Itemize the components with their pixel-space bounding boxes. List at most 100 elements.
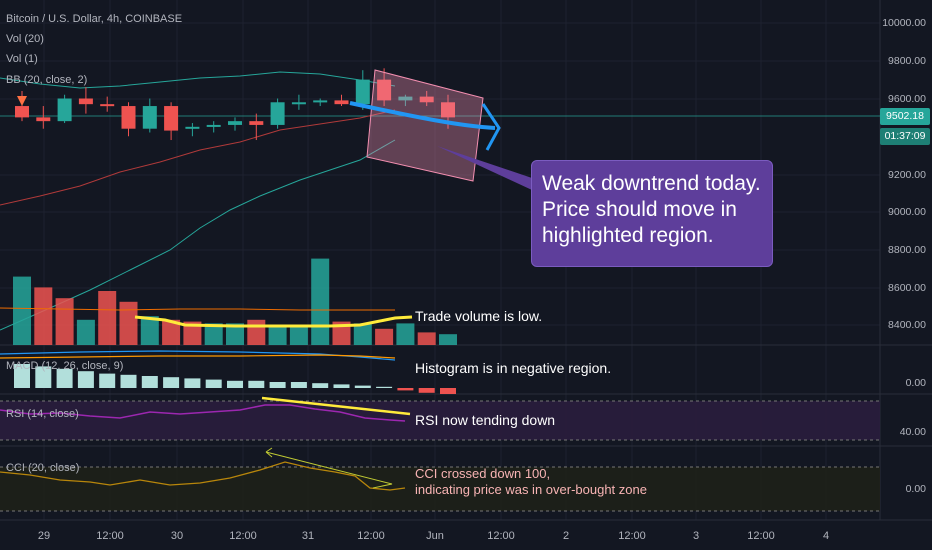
- callout-pointer: [437, 146, 532, 190]
- forecast-callout[interactable]: Weak downtrend today. Price should move …: [531, 160, 773, 267]
- cci-note-line1[interactable]: CCI crossed down 100,: [415, 466, 551, 481]
- price-axis-label: 8600.00: [888, 282, 926, 294]
- bb-upper: [0, 71, 396, 89]
- rsi-pane: [0, 400, 880, 441]
- candle-body: [419, 96, 434, 103]
- macd-note[interactable]: Histogram is in negative region.: [415, 360, 612, 376]
- time-axis-label: 2: [562, 530, 570, 542]
- rsi-trend-line: [261, 396, 411, 416]
- macd-bar: [354, 385, 371, 388]
- volume-bar: [332, 321, 351, 345]
- candle-body: [185, 126, 200, 129]
- macd-bar: [99, 373, 116, 388]
- time-axis-label: 4: [822, 530, 830, 542]
- macd-bar: [227, 380, 243, 388]
- price-axis-label: 9000.00: [888, 206, 926, 218]
- candles: [15, 68, 455, 141]
- time-axis-label: 12:00: [357, 530, 385, 542]
- volume-bar: [119, 301, 138, 345]
- time-axis-label: 12:00: [229, 530, 257, 542]
- volume-bar: [417, 332, 436, 345]
- macd-bar: [184, 378, 201, 388]
- candle-body: [121, 106, 136, 129]
- vol1-legend[interactable]: Vol (1): [6, 53, 38, 65]
- time-axis-label: 31: [301, 530, 315, 542]
- cci-line: [0, 461, 406, 491]
- candle-body: [36, 117, 51, 122]
- volume-bar: [289, 325, 308, 345]
- rsi-band: [0, 401, 880, 440]
- price-axis-label: 9800.00: [888, 55, 926, 67]
- price-axis-label: 9600.00: [888, 93, 926, 105]
- callout-line: Weak downtrend today.: [542, 172, 761, 195]
- time-axis-label: 3: [692, 530, 700, 542]
- macd-bar: [418, 388, 435, 393]
- bollinger-bands: [0, 71, 396, 331]
- candle-body: [398, 96, 413, 101]
- bb-lower: [0, 139, 396, 331]
- candle-body: [377, 79, 392, 101]
- macd-bar: [248, 380, 265, 388]
- volume-bar: [353, 323, 372, 345]
- macd-bar: [376, 386, 393, 388]
- volume-bar: [140, 316, 159, 345]
- vol-highlight-line: [134, 315, 413, 328]
- volume-bar: [98, 291, 117, 345]
- pane-separators: [0, 0, 932, 521]
- volume-bar: [55, 298, 74, 345]
- bb-legend[interactable]: BB (20, close, 2): [6, 74, 88, 86]
- signal-line: [0, 354, 396, 359]
- forecast-arrow-head: [481, 103, 501, 151]
- rsi-note[interactable]: RSI now tending down: [415, 412, 556, 428]
- candle-body: [334, 100, 349, 105]
- cci-pane: [0, 461, 880, 512]
- macd-bar: [35, 366, 52, 388]
- candle-body: [164, 106, 179, 131]
- candle-body: [355, 79, 370, 105]
- volume-bar: [439, 334, 457, 345]
- time-axis-label: 12:00: [747, 530, 775, 542]
- volume-bar: [311, 258, 330, 345]
- candle-body: [100, 104, 115, 107]
- volume-bar: [268, 327, 287, 345]
- price-axis-label: 9200.00: [888, 169, 926, 181]
- candle-body: [78, 98, 93, 105]
- countdown-badge: 01:37:09: [880, 128, 930, 145]
- macd-legend[interactable]: MACD (12, 26, close, 9): [6, 360, 124, 372]
- volume-bar: [76, 319, 95, 345]
- vol-ma-line: [0, 307, 395, 311]
- volume-note[interactable]: Trade volume is low.: [415, 308, 543, 324]
- price-axis-label: 8800.00: [888, 244, 926, 256]
- time-axis-label: Jun: [426, 530, 444, 542]
- volume-bar: [247, 319, 266, 345]
- candle-body: [291, 102, 306, 105]
- candle-body: [57, 98, 72, 122]
- price-axis-label: 8400.00: [888, 319, 926, 331]
- macd-bar: [205, 379, 222, 388]
- volume-bar: [396, 323, 415, 345]
- vol20-legend[interactable]: Vol (20): [6, 33, 44, 45]
- macd-bar: [56, 368, 73, 388]
- candle-body: [206, 124, 221, 127]
- volume-bar: [375, 328, 394, 345]
- macd-bar: [120, 374, 137, 388]
- cci-legend[interactable]: CCI (20, close): [6, 462, 80, 474]
- macd-bar: [77, 371, 94, 388]
- time-axis-label: 12:00: [96, 530, 124, 542]
- rsi-line: [0, 404, 406, 422]
- volume-bar: [226, 323, 244, 345]
- symbol-title[interactable]: Bitcoin / U.S. Dollar, 4h, COINBASE: [6, 13, 183, 25]
- candle-body: [142, 106, 157, 129]
- macd-bar: [163, 377, 180, 388]
- candle-body: [228, 121, 242, 125]
- time-axis-label: 12:00: [487, 530, 515, 542]
- cci-note-line2[interactable]: indicating price was in over-bought zone: [415, 482, 647, 497]
- macd-bar: [440, 388, 456, 394]
- candle-body: [249, 121, 264, 125]
- drawings: [261, 101, 532, 489]
- macd-bar: [141, 376, 158, 388]
- macd-axis-label: 0.00: [905, 377, 926, 389]
- macd-histogram: [0, 350, 456, 394]
- rsi-legend[interactable]: RSI (14, close): [6, 408, 79, 420]
